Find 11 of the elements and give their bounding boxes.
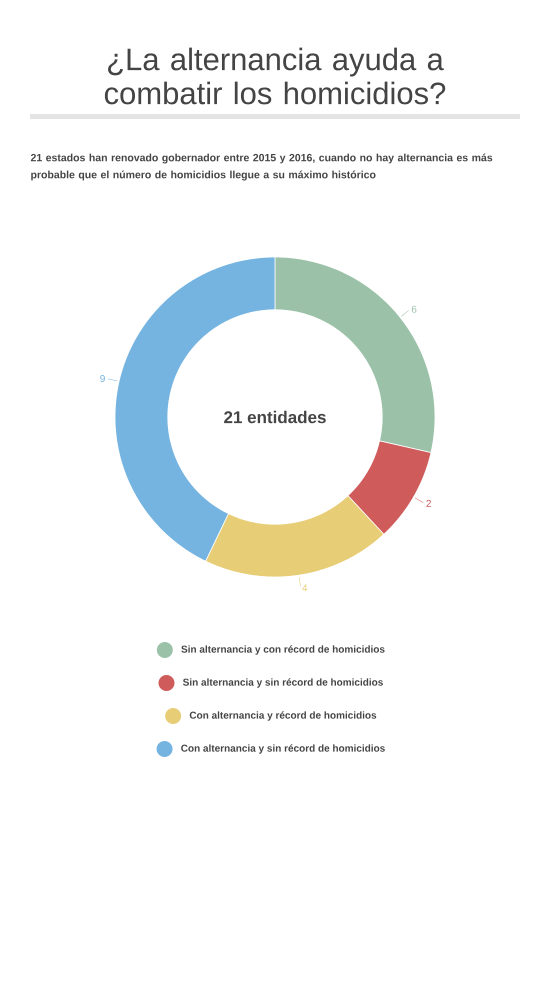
data-label: 6 bbox=[412, 306, 416, 313]
legend-label: Sin alternancia y con récord de homicidios bbox=[181, 645, 385, 655]
legend-label: Con alternancia y récord de homicidios bbox=[190, 711, 376, 721]
legend-label: Sin alternancia y sin récord de homicidios bbox=[182, 678, 383, 688]
data-label: 4 bbox=[302, 584, 308, 592]
chart-title: ¿La alternancia ayuda a combatir los homicidios? bbox=[104, 48, 446, 104]
legend-label: Con alternancia y sin récord de homicidios bbox=[181, 744, 385, 754]
data-label: 9 bbox=[100, 375, 105, 382]
text: 21 entidades bbox=[224, 410, 326, 424]
chart-subtitle: 21 estados han renovado gobernador entre 2015 y 2016, cuando no hay alternancia es más probable que el número de homicidios llegue a su máximo histórico bbox=[30, 154, 492, 180]
data-label: 2 bbox=[426, 500, 431, 507]
